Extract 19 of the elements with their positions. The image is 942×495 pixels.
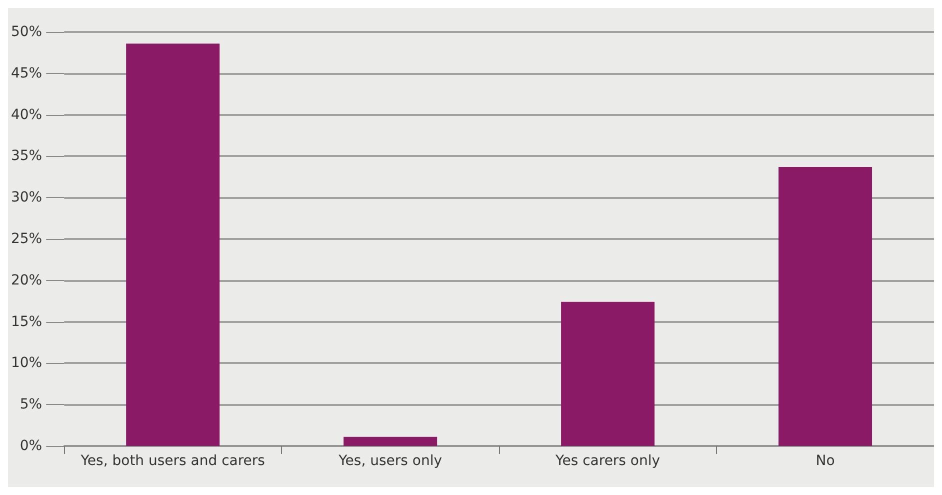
bar	[561, 302, 655, 446]
bar	[778, 166, 872, 446]
y-tick-label: 10%	[10, 355, 42, 372]
y-tick-label: 25%	[10, 231, 42, 247]
y-tick-label: 50%	[10, 24, 42, 40]
y-tick-label: 5%	[20, 396, 42, 413]
y-tick-label: 30%	[10, 190, 42, 206]
x-tick-label: No	[816, 453, 835, 469]
x-tick-label: Yes, both users and carers	[80, 453, 265, 469]
y-tick-label: 35%	[10, 148, 42, 164]
y-tick-label: 45%	[10, 65, 42, 82]
y-tick-label: 40%	[10, 106, 42, 123]
bar	[344, 436, 438, 446]
y-tick-label: 20%	[10, 272, 42, 288]
y-tick-label: 15%	[10, 314, 42, 330]
x-tick-label: Yes carers only	[554, 453, 660, 469]
x-tick-label: Yes, users only	[338, 453, 442, 469]
bar	[126, 44, 220, 446]
y-tick-label: 0%	[20, 438, 42, 454]
